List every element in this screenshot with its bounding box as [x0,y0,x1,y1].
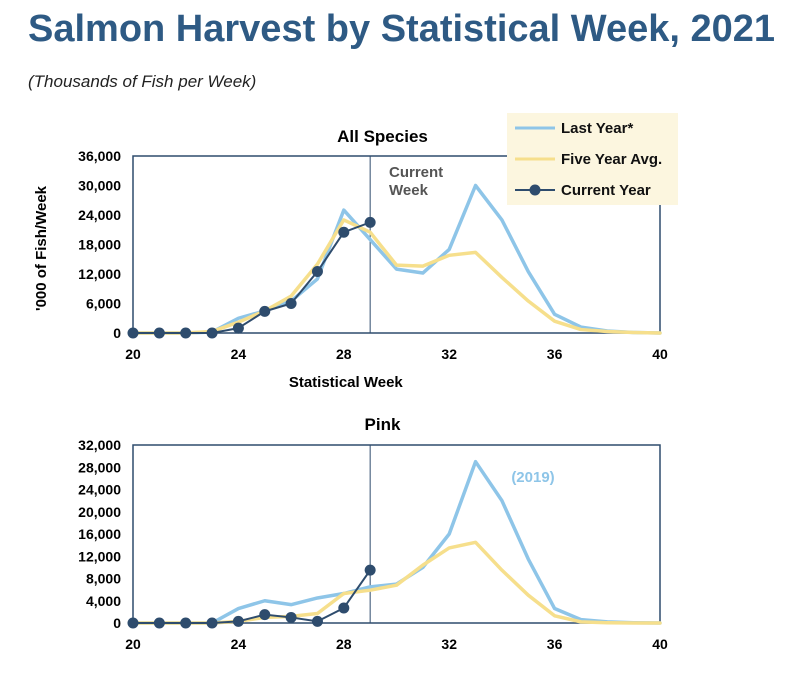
chart2-y-tick-label: 8,000 [86,571,121,587]
chart1-x-tick-label: 32 [441,346,457,362]
chart1-series-last-year [131,183,662,335]
chart2-point-current-year [311,615,323,627]
chart1-y-tick-label: 24,000 [78,207,121,223]
chart2-point-current-year [285,611,297,623]
chart1-y-tick-label: 18,000 [78,237,121,253]
chart2-series-current-year [132,569,372,624]
chart2-x-tick-label: 20 [125,636,141,652]
legend-item-last-year: Last Year* [515,118,633,138]
chart2-annotation: (2019) [511,469,554,486]
chart2-series-last-year [131,459,662,625]
chart1-annotation: Current Week [389,164,443,199]
chart1-x-tick-label: 36 [547,346,563,362]
chart2-point-current-year [338,602,350,614]
chart2-point-current-year [180,617,192,629]
chart1-point-current-year [153,327,165,339]
chart1-x-tick-label: 24 [231,346,247,362]
chart1-series-current-year [132,221,372,334]
page-subtitle: (Thousands of Fish per Week) [28,72,257,91]
chart2-y-tick-label: 24,000 [78,482,121,498]
legend-item-five-year-avg: Five Year Avg. [515,149,662,169]
chart1-point-current-year [232,322,244,334]
chart2-point-current-year [364,564,376,576]
chart2-y-tick-label: 28,000 [78,459,121,475]
chart2-x-tick-label: 40 [652,636,668,652]
chart1-y-tick-label: 12,000 [78,266,121,282]
chart2-x-tick-label: 36 [547,636,563,652]
chart2-x-tick-label: 32 [441,636,457,652]
chart1-point-current-year [364,216,376,228]
chart2-point-current-year [153,617,165,629]
legend-swatch-last-year [515,126,555,130]
chart2-title: Pink [365,415,401,434]
legend-label-five-year-avg: Five Year Avg. [561,150,663,168]
chart1-point-current-year [338,226,350,238]
legend-swatch-five-year-avg [515,157,555,161]
chart1-point-current-year [206,327,218,339]
chart2-plot-frame [132,444,661,624]
chart1-y-tick-label: 6,000 [86,296,121,312]
chart1-point-current-year [285,298,297,309]
chart1-y-tick-label: 36,000 [78,148,121,164]
chart2-x-tick-label: 28 [336,636,352,652]
chart1-point-current-year [180,327,192,339]
chart1-x-axis-label: Statistical Week [289,374,404,391]
chart1-point-current-year [259,305,271,317]
chart1-x-tick-label: 28 [336,346,352,362]
chart1-y-axis-label: '000 of Fish/Week [33,185,50,311]
chart2-y-tick-label: 12,000 [78,548,121,564]
legend: Last Year* Five Year Avg. Current Year [507,113,678,205]
chart2-y-tick-label: 32,000 [78,437,121,453]
chart1-series-five-year-avg [131,218,662,335]
chart2-point-current-year [259,609,271,621]
chart2-x-tick-label: 24 [231,636,247,652]
chart1-title: All Species [337,127,428,146]
legend-item-current-year: Current Year [515,180,651,200]
legend-label-last-year: Last Year* [561,119,634,137]
chart2-point-current-year [232,615,244,627]
legend-swatch-current-year [515,184,555,196]
chart1-x-tick-label: 40 [652,346,668,362]
chart2-point-current-year [127,617,139,629]
chart1-y-tick-label: 30,000 [78,178,121,194]
chart2-y-tick-label: 20,000 [78,504,121,520]
chart1-point-current-year [127,327,139,339]
page-title: Salmon Harvest by Statistical Week, 2021 [28,8,775,50]
legend-label-current-year: Current Year [561,181,651,199]
chart1-point-current-year [311,266,323,278]
chart1-x-tick-label: 20 [125,346,141,362]
chart1-plot-frame [132,155,661,334]
chart2-y-tick-label: 16,000 [78,526,121,542]
chart2-y-tick-label: 4,000 [86,593,121,609]
chart2-y-tick-label: 0 [113,615,121,631]
chart1-y-tick-label: 0 [113,325,121,341]
chart2-point-current-year [206,617,218,629]
